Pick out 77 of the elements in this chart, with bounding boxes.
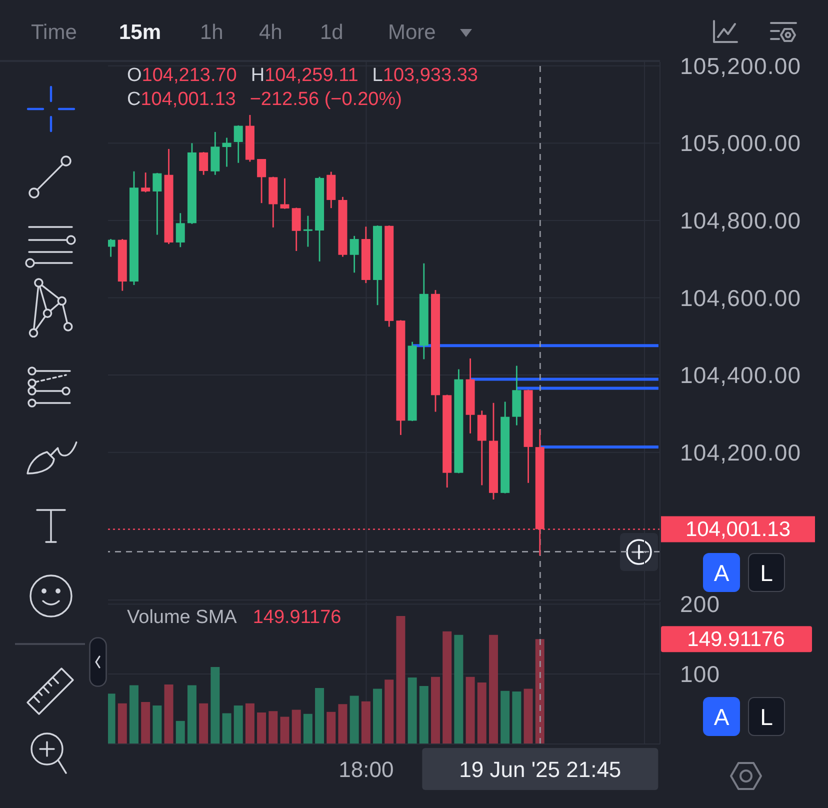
chart-title: Volume SMA — [127, 607, 237, 628]
bar — [315, 688, 324, 744]
y-tick-label: 104,800.00 — [680, 207, 802, 234]
y-tick-label: 104,400.00 — [680, 362, 802, 388]
bar — [466, 676, 475, 744]
toggle-button: L — [748, 553, 785, 592]
annotation: −212.56 (−0.20%) — [250, 88, 402, 112]
text: 15m — [119, 21, 162, 45]
toggle-button: A — [703, 553, 740, 592]
candlestick — [141, 172, 150, 193]
y-tick-label: 105,000.00 — [680, 130, 802, 156]
text: 149.91176 — [687, 628, 785, 651]
candlestick — [292, 207, 301, 252]
y-tick-label: 104,200.00 — [680, 439, 802, 466]
bar — [454, 634, 464, 744]
bar — [152, 706, 162, 744]
toggle-button: A — [703, 697, 740, 736]
bar — [234, 706, 243, 744]
bar — [326, 712, 336, 744]
bar — [176, 720, 185, 744]
bar — [187, 685, 196, 744]
text: More — [388, 21, 436, 45]
bar — [141, 702, 150, 744]
bar — [431, 676, 440, 744]
bar — [129, 685, 138, 744]
bar — [477, 682, 486, 744]
bar — [164, 684, 174, 744]
y-tick-label: 100 — [680, 661, 720, 688]
bar — [268, 711, 278, 744]
bar — [442, 631, 452, 744]
bar — [199, 703, 208, 744]
bar — [512, 692, 522, 744]
x-tick-label: 19 Jun '25 21:45 — [459, 756, 622, 782]
bar — [408, 678, 417, 744]
bar — [488, 634, 498, 744]
annotation: O104,213.70 — [127, 64, 237, 88]
bar — [524, 688, 533, 744]
bar — [118, 703, 127, 744]
bar — [373, 688, 382, 744]
candlestick — [257, 158, 266, 204]
annotation: C104,001.13 — [127, 88, 236, 112]
text: 1d — [320, 21, 344, 45]
bar — [280, 716, 290, 744]
candlestick — [176, 212, 185, 248]
candlestick — [222, 137, 232, 168]
text: Time — [31, 21, 77, 45]
bar — [396, 616, 406, 744]
bar — [350, 696, 359, 744]
bar — [257, 712, 266, 744]
bar — [245, 703, 254, 744]
annotation: L103,933.33 — [372, 64, 478, 88]
annotation: 149.91176 — [252, 606, 342, 630]
toggle-button: L — [748, 697, 785, 736]
bar — [384, 680, 394, 744]
candlestick — [199, 151, 208, 176]
candlestick — [350, 235, 359, 274]
bar — [292, 710, 301, 744]
bar — [303, 714, 312, 744]
text: 4h — [259, 21, 282, 45]
bar — [500, 690, 510, 744]
bar — [535, 639, 544, 744]
y-tick-label: 200 — [680, 591, 720, 618]
annotation: H104,259.11 — [250, 64, 358, 88]
y-tick-label: 104,600.00 — [680, 284, 802, 311]
candlestick — [303, 215, 312, 248]
text: 1h — [200, 21, 224, 45]
ref-line-label: 104,001.13 — [685, 518, 791, 541]
bar — [222, 713, 232, 744]
candlestick — [152, 172, 162, 236]
bar — [361, 701, 370, 744]
bar — [338, 704, 348, 744]
x-tick-label: 18:00 — [338, 756, 394, 782]
bar — [210, 667, 220, 744]
candlestick — [234, 124, 243, 164]
y-tick-label: 105,200.00 — [680, 52, 802, 79]
candlestick — [280, 178, 290, 210]
bar — [419, 686, 428, 744]
